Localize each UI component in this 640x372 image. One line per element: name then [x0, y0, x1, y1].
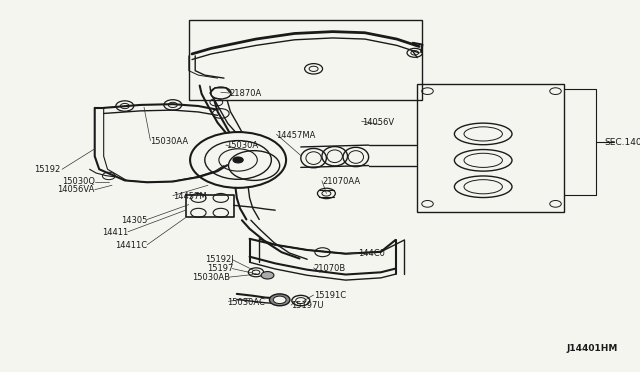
Text: 15030A: 15030A [226, 141, 258, 150]
Text: 21070AA: 21070AA [322, 177, 360, 186]
Text: 14056VA: 14056VA [58, 185, 95, 194]
Text: J14401HM: J14401HM [566, 344, 618, 353]
Text: 15191C: 15191C [314, 291, 346, 300]
Text: 14056V: 14056V [362, 118, 394, 126]
Text: 14305: 14305 [121, 216, 147, 225]
Text: 21070B: 21070B [314, 264, 346, 273]
Text: 14411: 14411 [102, 228, 128, 237]
Text: 15030Q: 15030Q [61, 177, 95, 186]
Text: 15197U: 15197U [291, 301, 324, 310]
Circle shape [261, 272, 274, 279]
Text: 14411C: 14411C [115, 241, 147, 250]
Text: 15030AC: 15030AC [227, 298, 265, 307]
Text: 21870A: 21870A [229, 89, 261, 98]
Text: 14457M: 14457M [173, 192, 207, 201]
Text: 15192: 15192 [35, 165, 61, 174]
Bar [189, 20, 422, 100]
Circle shape [273, 296, 286, 304]
Text: SEC.140: SEC.140 [605, 138, 640, 147]
Text: 144C0: 144C0 [358, 249, 385, 258]
Text: 15192J: 15192J [205, 255, 234, 264]
Bar [417, 84, 564, 212]
Text: 15030AB: 15030AB [193, 273, 230, 282]
Circle shape [233, 157, 243, 163]
Text: 15197: 15197 [207, 264, 234, 273]
Circle shape [269, 294, 290, 306]
Text: 15030AA: 15030AA [150, 137, 189, 146]
Text: 14457MA: 14457MA [276, 131, 316, 140]
